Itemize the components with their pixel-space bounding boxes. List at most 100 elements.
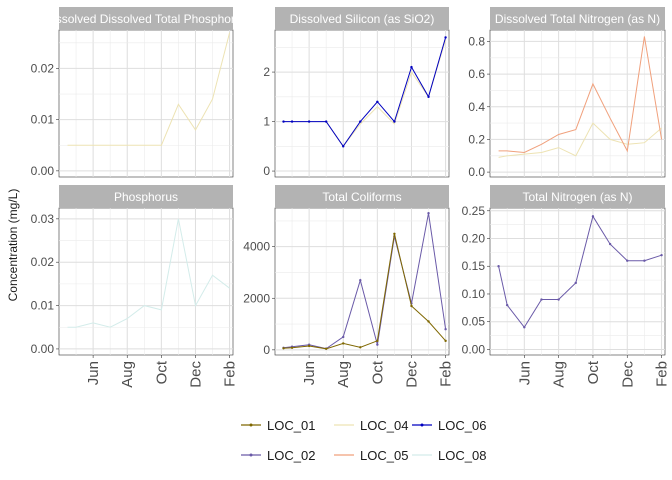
gridlines bbox=[59, 208, 233, 355]
x-axis-labels: Jun Aug Oct Dec Feb Jun Aug Oct Dec Feb Jun Aug Oct D… bbox=[85, 355, 671, 388]
legend-label: LOC_05 bbox=[360, 448, 408, 463]
y-tick-label: 2000 bbox=[243, 291, 270, 305]
data-point bbox=[660, 253, 663, 257]
facet-strip bbox=[59, 185, 233, 208]
panel-background bbox=[58, 29, 234, 178]
y-tick-label: 0.02 bbox=[31, 255, 55, 269]
data-point bbox=[557, 298, 560, 301]
data-point bbox=[342, 342, 345, 345]
y-tick-label: 0.02 bbox=[31, 61, 55, 75]
facet-title: Dissolved Silicon (as SiO2) bbox=[290, 12, 435, 26]
y-tick-label: 0.6 bbox=[468, 67, 485, 81]
data-point bbox=[307, 120, 311, 123]
y-tick-label: 1 bbox=[263, 115, 270, 129]
gridlines bbox=[275, 208, 449, 355]
series-line bbox=[67, 218, 230, 328]
legend-label: LOC_02 bbox=[267, 448, 315, 463]
facet-panel: 0 1 2 Dissolved Silicon (as SiO2) bbox=[263, 7, 450, 178]
y-axis-label: Concentration (mg/L) bbox=[6, 189, 20, 302]
gridlines bbox=[490, 30, 665, 177]
legend-item: LOC_06 bbox=[412, 418, 486, 433]
data-point bbox=[376, 339, 379, 343]
x-tick-label: Oct bbox=[153, 360, 170, 384]
data-point bbox=[376, 100, 379, 103]
legend-item: LOC_01 bbox=[241, 418, 315, 433]
x-tick-label: Oct bbox=[369, 360, 386, 384]
series-line bbox=[498, 122, 662, 158]
facet-strip bbox=[490, 7, 665, 30]
legend-key-marker bbox=[249, 423, 253, 427]
data-point bbox=[324, 120, 328, 123]
data-point bbox=[427, 211, 430, 215]
data-point bbox=[359, 279, 362, 282]
y-tick-label: 0.25 bbox=[462, 204, 486, 218]
data-point bbox=[342, 145, 345, 148]
data-point bbox=[523, 326, 526, 329]
x-tick-label: Jun bbox=[301, 361, 318, 385]
series-line bbox=[67, 32, 231, 146]
data-point bbox=[342, 335, 345, 339]
series-group bbox=[67, 32, 231, 146]
y-tick-label: 0 bbox=[263, 343, 270, 357]
y-tick-label: 0.10 bbox=[462, 287, 486, 301]
y-tick-label: 4000 bbox=[243, 240, 270, 254]
y-tick-label: 0 bbox=[263, 164, 270, 178]
data-point bbox=[282, 120, 285, 123]
series-group bbox=[67, 218, 230, 328]
data-point bbox=[574, 281, 577, 285]
facet-strip bbox=[490, 185, 665, 208]
legend-key-marker bbox=[249, 453, 253, 457]
legend-item: LOC_02 bbox=[241, 448, 315, 463]
y-tick-label: 0.00 bbox=[31, 342, 55, 356]
data-point bbox=[444, 328, 447, 331]
legend-label: LOC_08 bbox=[438, 448, 486, 463]
x-tick-label: Feb bbox=[438, 361, 455, 387]
data-point bbox=[643, 259, 646, 262]
data-point bbox=[282, 347, 285, 350]
data-point bbox=[505, 303, 509, 307]
panel-background bbox=[489, 207, 666, 356]
facet-strip bbox=[59, 7, 233, 30]
data-point bbox=[307, 344, 311, 348]
legend-label: LOC_06 bbox=[438, 418, 486, 433]
y-tick-label: 0.05 bbox=[462, 315, 486, 329]
y-tick-label: 0.03 bbox=[31, 212, 55, 226]
y-tick-label: 0.8 bbox=[468, 34, 485, 48]
data-point bbox=[393, 232, 396, 235]
facet-title: Total Nitrogen (as N) bbox=[522, 190, 632, 204]
series-line bbox=[498, 36, 663, 154]
facet-panel: 0.00 0.01 0.02 Dissolved Dissolved Total Ph… bbox=[31, 7, 234, 178]
y-tick-label: 0.20 bbox=[462, 232, 486, 246]
x-tick-label: Dec bbox=[403, 361, 420, 388]
x-tick-label: Dec bbox=[619, 361, 636, 388]
facet-strip bbox=[275, 7, 449, 30]
x-tick-label: Feb bbox=[654, 361, 671, 387]
y-tick-label: 0.01 bbox=[31, 299, 55, 313]
data-point bbox=[359, 346, 362, 349]
series-group bbox=[282, 211, 447, 351]
data-point bbox=[427, 320, 430, 323]
x-tick-label: Jun bbox=[516, 361, 533, 385]
x-tick-label: Dec bbox=[187, 361, 204, 388]
facet-panel: 0 2000 4000 Total Coliforms bbox=[243, 185, 450, 357]
series-group bbox=[498, 36, 663, 158]
data-point bbox=[290, 346, 294, 349]
legend: LOC_01 LOC_04 LOC_06 LOC_02 LOC_05 LOC_08 bbox=[241, 418, 486, 463]
legend-item: LOC_08 bbox=[412, 448, 486, 463]
y-tick-label: 2 bbox=[263, 65, 270, 79]
legend-label: LOC_04 bbox=[360, 418, 408, 433]
x-tick-label: Aug bbox=[335, 361, 352, 388]
data-point bbox=[540, 298, 543, 301]
y-tick-label: 0.4 bbox=[468, 100, 485, 114]
x-tick-label: Aug bbox=[551, 361, 568, 388]
panel-background bbox=[58, 207, 234, 356]
facet-title: Phosphorus bbox=[114, 190, 178, 204]
facet-title: Total Coliforms bbox=[322, 190, 401, 204]
data-point bbox=[497, 265, 500, 268]
y-tick-label: 0.2 bbox=[468, 132, 485, 146]
legend-label: LOC_01 bbox=[267, 418, 315, 433]
data-point bbox=[393, 120, 396, 123]
data-point bbox=[410, 65, 413, 69]
data-point bbox=[376, 343, 379, 346]
